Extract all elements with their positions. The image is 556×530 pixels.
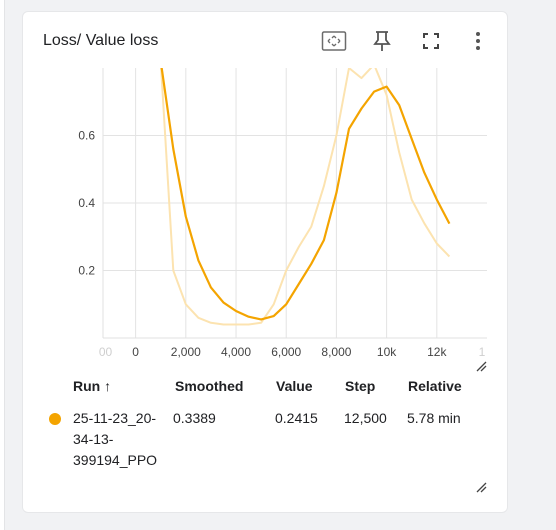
x-tick-label: 8,000	[321, 345, 351, 359]
run-name-line: 399194_PPO	[73, 452, 158, 468]
header-run[interactable]: Run ↑	[73, 378, 112, 394]
run-color-dot	[49, 413, 61, 425]
card-title: Loss/ Value loss	[43, 32, 159, 49]
x-tick-label: 2,000	[171, 345, 201, 359]
run-name: 25-11-23_20- 34-13- 399194_PPO	[73, 408, 157, 471]
chart-ticks: 0 2,000 4,000 6,000 8,000 10k 12k 00 1 0.2 0.4 0.6	[78, 129, 485, 360]
y-tick-label: 0.2	[78, 264, 95, 278]
x-tick-label: 0	[132, 345, 139, 359]
line-chart[interactable]: 0 2,000 4,000 6,000 8,000 10k 12k 00 1 0.2 0.4 0.6	[23, 68, 509, 368]
fit-domain-button[interactable]	[321, 28, 347, 54]
pin-icon	[373, 31, 391, 51]
relative-cell: 5.78 min	[407, 410, 461, 426]
header-relative[interactable]: Relative	[408, 378, 462, 394]
step-cell: 12,500	[344, 410, 387, 426]
more-vert-icon	[476, 32, 480, 50]
fit-domain-icon	[321, 31, 347, 51]
header-step[interactable]: Step	[345, 378, 376, 394]
fullscreen-icon	[423, 33, 439, 49]
resize-handle-icon[interactable]	[475, 360, 487, 372]
x-tick-label: 6,000	[271, 345, 301, 359]
fullscreen-button[interactable]	[418, 28, 444, 54]
header-smoothed[interactable]: Smoothed	[175, 378, 244, 394]
chart-series	[160, 68, 451, 326]
raw-series-line	[160, 68, 451, 326]
chart-area[interactable]: 0 2,000 4,000 6,000 8,000 10k 12k 00 1 0.2 0.4 0.6	[23, 68, 509, 368]
left-panel-edge	[0, 0, 5, 530]
run-name-line: 34-13-	[73, 431, 114, 447]
value-cell: 0.2415	[275, 410, 318, 426]
x-tick-label: 12k	[427, 345, 447, 359]
pin-button[interactable]	[369, 28, 395, 54]
run-name-line: 25-11-23_20-	[73, 410, 157, 426]
smoothed-cell: 0.3389	[173, 410, 216, 426]
header-value[interactable]: Value	[276, 378, 313, 394]
x-tick-label: 10k	[377, 345, 397, 359]
y-tick-label: 0.6	[78, 129, 95, 143]
x-tick-label: 4,000	[221, 345, 251, 359]
chart-grid	[102, 68, 487, 339]
resize-handle-icon[interactable]	[475, 481, 487, 493]
scalar-card: Loss/ Value loss 0 2,000 4,000 6,000 8,000 10…	[22, 11, 508, 513]
more-options-button[interactable]	[465, 28, 491, 54]
x-tick-label: 1	[479, 345, 486, 359]
y-tick-label: 0.4	[78, 196, 95, 210]
smoothed-series-line	[160, 68, 451, 321]
x-tick-label: 00	[99, 345, 113, 359]
